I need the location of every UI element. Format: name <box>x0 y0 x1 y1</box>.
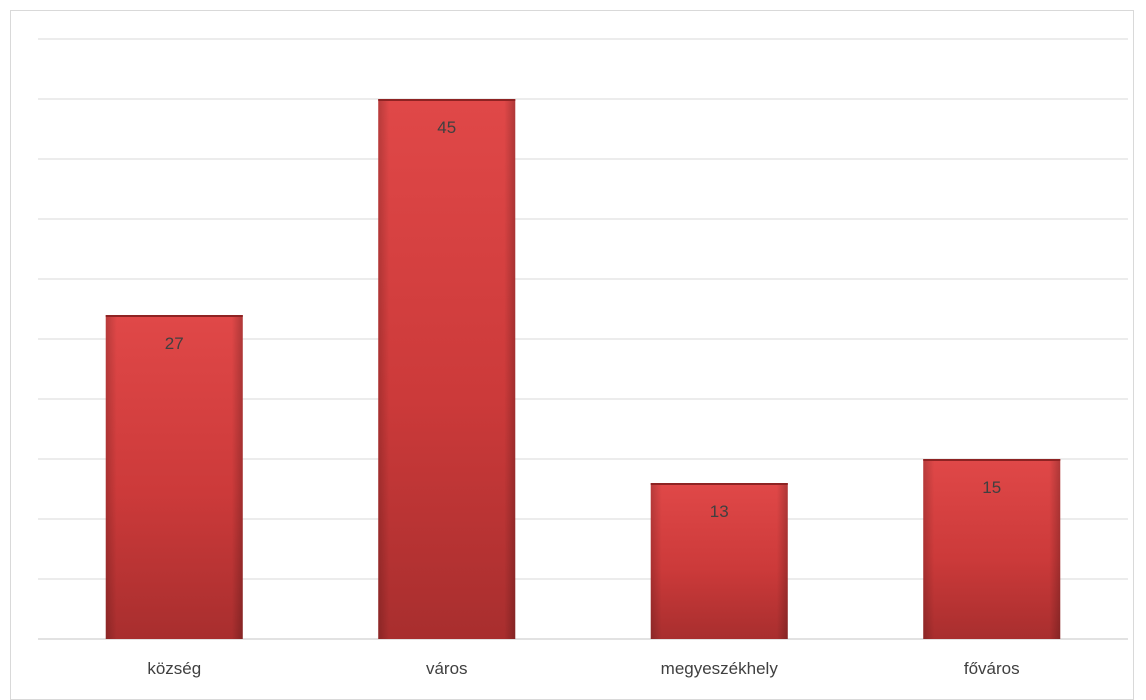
category-label: főváros <box>964 659 1020 678</box>
bar-3 <box>923 459 1061 639</box>
bar-1 <box>378 99 516 639</box>
bar-shading <box>923 459 1061 639</box>
data-label: 13 <box>710 502 729 521</box>
data-labels: 27 45 13 15 <box>165 118 1001 521</box>
bar-shading <box>378 99 516 639</box>
bar-top-edge <box>650 483 788 485</box>
category-label: megyeszékhely <box>661 659 779 678</box>
bar-top-edge <box>923 459 1061 461</box>
bar-0 <box>105 315 243 639</box>
data-label: 27 <box>165 334 184 353</box>
bar-2 <box>650 483 788 639</box>
bar-top-edge <box>105 315 243 317</box>
category-label: község <box>147 659 201 678</box>
data-label: 15 <box>982 478 1001 497</box>
bar-shading <box>650 483 788 639</box>
bar-top-edge <box>378 99 516 101</box>
data-label: 45 <box>437 118 456 137</box>
x-axis: község város megyeszékhely főváros <box>147 659 1019 678</box>
category-label: város <box>426 659 468 678</box>
bars <box>105 99 1061 639</box>
bar-shading <box>105 315 243 639</box>
